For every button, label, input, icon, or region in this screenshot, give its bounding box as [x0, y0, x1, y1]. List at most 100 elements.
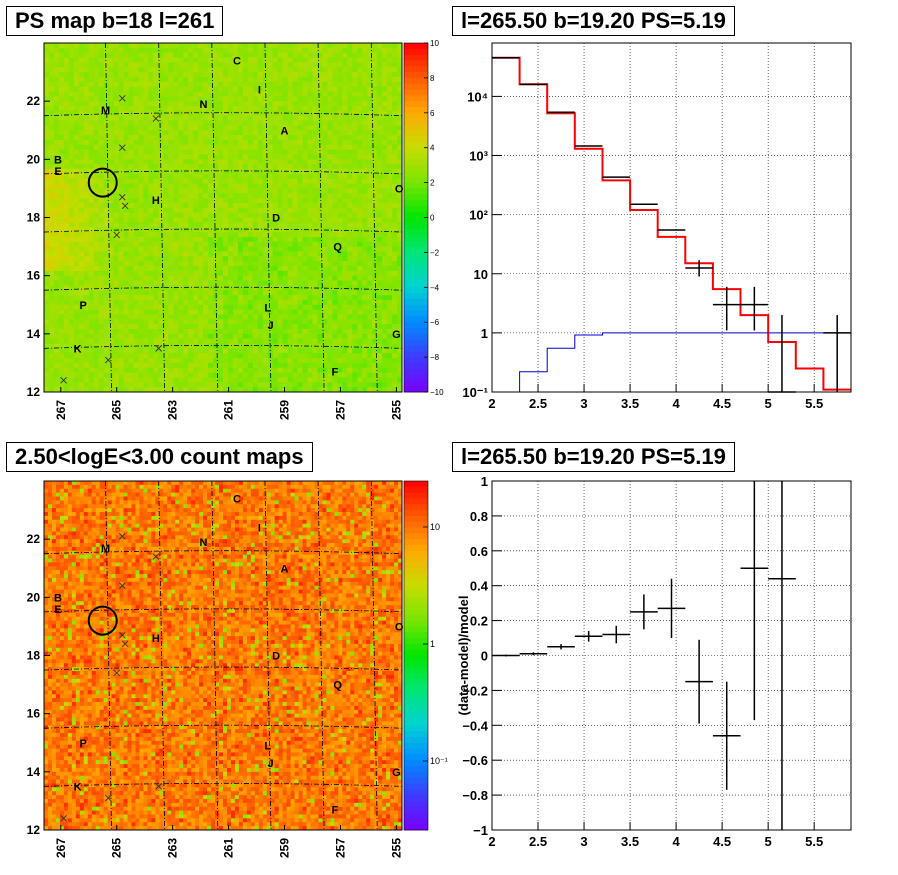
- heatmap-cell: [78, 222, 85, 228]
- heatmap-cell: [362, 261, 368, 267]
- heatmap-cell: [73, 159, 80, 165]
- heatmap-cell: [73, 76, 80, 83]
- heatmap-cell: [123, 275, 129, 281]
- heatmap-cell: [367, 115, 373, 121]
- heatmap-cell: [247, 212, 254, 218]
- heatmap-cell: [352, 106, 358, 112]
- heatmap-cell: [128, 333, 134, 340]
- heatmap-cell: [78, 183, 85, 189]
- heatmap-cell: [188, 275, 194, 281]
- heatmap-cell: [158, 57, 164, 63]
- heatmap-cell: [158, 91, 164, 97]
- heatmap-cell: [257, 261, 264, 267]
- heatmap-cell: [148, 67, 154, 73]
- heatmap-cell: [262, 261, 269, 267]
- heatmap-cell: [58, 358, 65, 364]
- heatmap-cell: [188, 227, 194, 233]
- heatmap-cell: [247, 314, 254, 320]
- heatmap-cell: [133, 251, 139, 257]
- heatmap-cell: [347, 207, 353, 214]
- heatmap-cell: [272, 338, 279, 344]
- heatmap-cell: [138, 164, 144, 170]
- heatmap-cell: [337, 275, 343, 281]
- heatmap-cell: [113, 256, 119, 262]
- heatmap-cell: [213, 358, 219, 364]
- heatmap-cell: [347, 246, 353, 252]
- heatmap-cell: [63, 285, 70, 291]
- heatmap-cell: [287, 377, 294, 383]
- heatmap-cell: [98, 314, 105, 320]
- heatmap-cell: [93, 343, 100, 349]
- heatmap-cell: [232, 285, 239, 291]
- heatmap-cell: [223, 227, 229, 233]
- heatmap-cell: [188, 256, 194, 262]
- heatmap-cell: [44, 299, 50, 306]
- heatmap-cell: [148, 290, 154, 296]
- heatmap-cell: [73, 328, 80, 335]
- heatmap-cell: [337, 139, 343, 146]
- heatmap-cell: [48, 319, 55, 325]
- heatmap-cell: [277, 290, 284, 296]
- heatmap-cell: [272, 295, 279, 301]
- heatmap-cell: [148, 43, 154, 49]
- heatmap-cell: [287, 275, 294, 281]
- heatmap-cell: [357, 290, 363, 296]
- heatmap-cell: [168, 261, 174, 267]
- heatmap-cell: [247, 353, 254, 359]
- heatmap-cell: [347, 227, 353, 233]
- heatmap-cell: [332, 246, 338, 252]
- heatmap-cell: [128, 304, 134, 310]
- heatmap-cell: [297, 217, 303, 223]
- heatmap-cell: [93, 227, 100, 233]
- heatmap-cell: [262, 188, 269, 194]
- heatmap-cell: [103, 290, 110, 296]
- heatmap-cell: [88, 275, 95, 281]
- heatmap-cell: [143, 43, 149, 49]
- heatmap-cell: [218, 232, 224, 238]
- heatmap-cell: [357, 96, 363, 102]
- heatmap-cell: [247, 387, 254, 393]
- heatmap-cell: [128, 319, 134, 325]
- heatmap-cell: [252, 309, 259, 315]
- heatmap-cell: [133, 372, 139, 378]
- heatmap-cell: [53, 299, 60, 306]
- heatmap-cell: [213, 47, 219, 54]
- heatmap-cell: [237, 183, 244, 189]
- heatmap-cell: [312, 338, 318, 344]
- heatmap-cell: [198, 144, 204, 151]
- heatmap-cell: [227, 164, 234, 170]
- heatmap-cell: [372, 217, 378, 223]
- heatmap-cell: [118, 280, 124, 286]
- heatmap-cell: [153, 241, 159, 247]
- heatmap-cell: [287, 72, 294, 78]
- heatmap-cell: [287, 135, 294, 141]
- heatmap-cell: [282, 91, 289, 97]
- heatmap-cell: [312, 193, 318, 199]
- heatmap-cell: [287, 299, 294, 306]
- heatmap-cell: [48, 358, 55, 364]
- heatmap-cell: [168, 101, 174, 107]
- heatmap-cell: [272, 222, 279, 228]
- heatmap-cell: [178, 309, 184, 315]
- heatmap-cell: [193, 120, 199, 126]
- heatmap-cell: [78, 169, 85, 175]
- heatmap-cell: [287, 115, 294, 121]
- heatmap-cell: [133, 367, 139, 374]
- heatmap-cell: [63, 251, 70, 257]
- heatmap-cell: [103, 198, 110, 204]
- heatmap-cell: [227, 367, 234, 374]
- heatmap-cell: [277, 130, 284, 136]
- heatmap-cell: [262, 251, 269, 257]
- heatmap-cell: [78, 251, 85, 257]
- heatmap-cell: [58, 275, 65, 281]
- heatmap-cell: [73, 130, 80, 136]
- heatmap-cell: [317, 76, 323, 83]
- heatmap-cell: [327, 67, 333, 73]
- heatmap-cell: [63, 130, 70, 136]
- heatmap-cell: [53, 72, 60, 78]
- heatmap-cell: [213, 72, 219, 78]
- heatmap-cell: [53, 115, 60, 121]
- heatmap-cell: [287, 120, 294, 126]
- heatmap-cell: [98, 202, 105, 209]
- heatmap-cell: [73, 57, 80, 63]
